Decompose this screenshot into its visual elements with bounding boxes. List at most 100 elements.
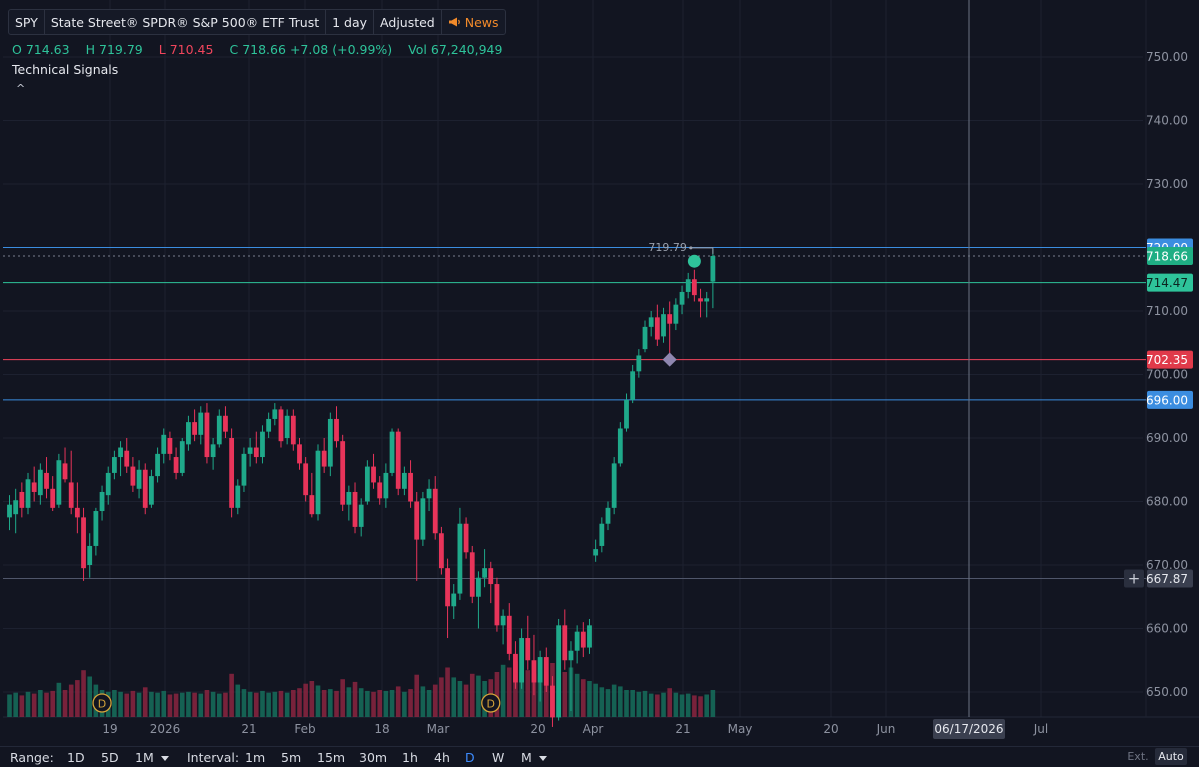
interval-1m[interactable]: 1m <box>245 750 266 765</box>
interval-d[interactable]: D <box>465 750 475 765</box>
candle-body <box>321 450 327 467</box>
volume-bar <box>297 688 302 717</box>
ohlc-readout: O 714.63 H 719.79 L 710.45 C 718.66 +7.0… <box>12 42 502 57</box>
volume-bar <box>303 683 308 717</box>
candle-body <box>50 488 56 508</box>
candle-body <box>334 418 339 442</box>
volume-bar <box>599 687 605 717</box>
crosshair-date-label: 06/17/2026 <box>934 722 1003 736</box>
volume-bar <box>630 690 635 717</box>
interval-1h[interactable]: 1h <box>402 750 418 765</box>
candle-body <box>25 479 31 508</box>
volume-bar <box>624 690 629 717</box>
candle-body <box>364 466 370 502</box>
volume-bar <box>420 686 426 717</box>
volume-bar <box>704 694 710 717</box>
candle-body <box>241 453 247 486</box>
price-badge-crosshair-text: 667.87 <box>1146 572 1188 586</box>
time-tick-label: Jul <box>1033 722 1048 736</box>
volume-bar <box>673 692 679 717</box>
megaphone-icon <box>448 17 460 27</box>
candle-body <box>531 660 537 683</box>
volume-bar <box>463 684 469 717</box>
candle-body <box>13 500 19 515</box>
volume-bar <box>19 695 25 717</box>
interval-30m[interactable]: 30m <box>359 750 388 765</box>
extended-hours-toggle[interactable]: Ext. <box>1127 750 1149 763</box>
volume-bar <box>186 691 191 717</box>
candle-body <box>142 469 148 508</box>
candle-body <box>679 291 685 305</box>
time-tick-label: May <box>728 722 753 736</box>
price-badge-red-text: 702.35 <box>1146 353 1188 367</box>
volume-bar <box>124 693 130 717</box>
volume-bar <box>408 689 413 717</box>
add-alert-button[interactable] <box>1124 569 1144 588</box>
volume-bar <box>611 684 617 717</box>
candle-body <box>685 279 691 292</box>
price-tick-label: 660.00 <box>1146 622 1188 636</box>
candle-body <box>204 412 210 458</box>
candle-body <box>383 472 389 499</box>
time-tick-label: Jun <box>876 722 896 736</box>
volume-bar <box>506 667 512 717</box>
axes: 750.00740.00730.00720.00710.00700.00690.… <box>102 50 1193 739</box>
range-1m[interactable]: 1M <box>135 750 169 765</box>
interval-w[interactable]: W <box>492 750 505 765</box>
technical-signals-legend[interactable]: Technical Signals <box>12 62 119 77</box>
auto-scale-toggle[interactable]: Auto <box>1155 748 1187 765</box>
chevron-down-icon <box>160 755 169 761</box>
volume-bar <box>581 679 586 717</box>
collapse-icon[interactable]: ^ <box>16 82 26 95</box>
candle-body <box>661 314 666 337</box>
volume-bar <box>44 692 49 717</box>
high-marker-label: 719.79 <box>648 241 687 254</box>
candle-body <box>710 256 716 282</box>
symbol-name[interactable]: State Street® SPDR® S&P 500® ETF Trust <box>45 10 327 34</box>
candle-body <box>346 491 352 505</box>
volume-bar <box>395 686 401 717</box>
candle-body <box>235 485 241 508</box>
volume-bar <box>531 673 537 717</box>
volume-bar <box>574 673 580 717</box>
price-tick-label: 740.00 <box>1146 114 1188 128</box>
candle-body <box>550 685 555 718</box>
volume-bar <box>260 690 265 717</box>
time-tick-label: 2026 <box>150 722 181 736</box>
candle-body <box>389 431 395 473</box>
volume-bar <box>451 677 457 717</box>
news-button[interactable]: News <box>442 10 505 34</box>
adjustment-selector[interactable]: Adjusted <box>374 10 442 34</box>
range-5d[interactable]: 5D <box>101 750 119 765</box>
interval-selector[interactable]: 1 day <box>326 10 375 34</box>
volume-bar <box>118 691 123 717</box>
candle-body <box>260 431 265 458</box>
chart-grid <box>3 0 1199 718</box>
range-1d[interactable]: 1D <box>67 750 85 765</box>
volume-bar <box>284 692 290 717</box>
symbol-ticker[interactable]: SPY <box>9 10 45 34</box>
candle-body <box>340 441 346 505</box>
interval-5m[interactable]: 5m <box>281 750 302 765</box>
candle-body <box>704 298 710 302</box>
candle-body <box>192 422 197 435</box>
time-tick-label: 19 <box>102 722 117 736</box>
candle-body <box>68 482 74 508</box>
candle-body <box>482 568 487 578</box>
candle-body <box>19 491 25 508</box>
candle-body <box>654 317 660 340</box>
volume-bar <box>7 694 12 717</box>
candle-body <box>642 326 648 350</box>
candle-body <box>272 409 278 419</box>
news-label: News <box>464 14 499 30</box>
candle-body <box>371 466 376 483</box>
candle-body <box>587 625 592 648</box>
interval-15m[interactable]: 15m <box>317 750 346 765</box>
volume-bar <box>679 694 685 717</box>
candle-body <box>198 412 204 435</box>
interval-4h[interactable]: 4h <box>434 750 450 765</box>
candle-body <box>327 418 333 467</box>
candle-body <box>124 450 130 467</box>
interval-m[interactable]: M <box>521 750 547 765</box>
